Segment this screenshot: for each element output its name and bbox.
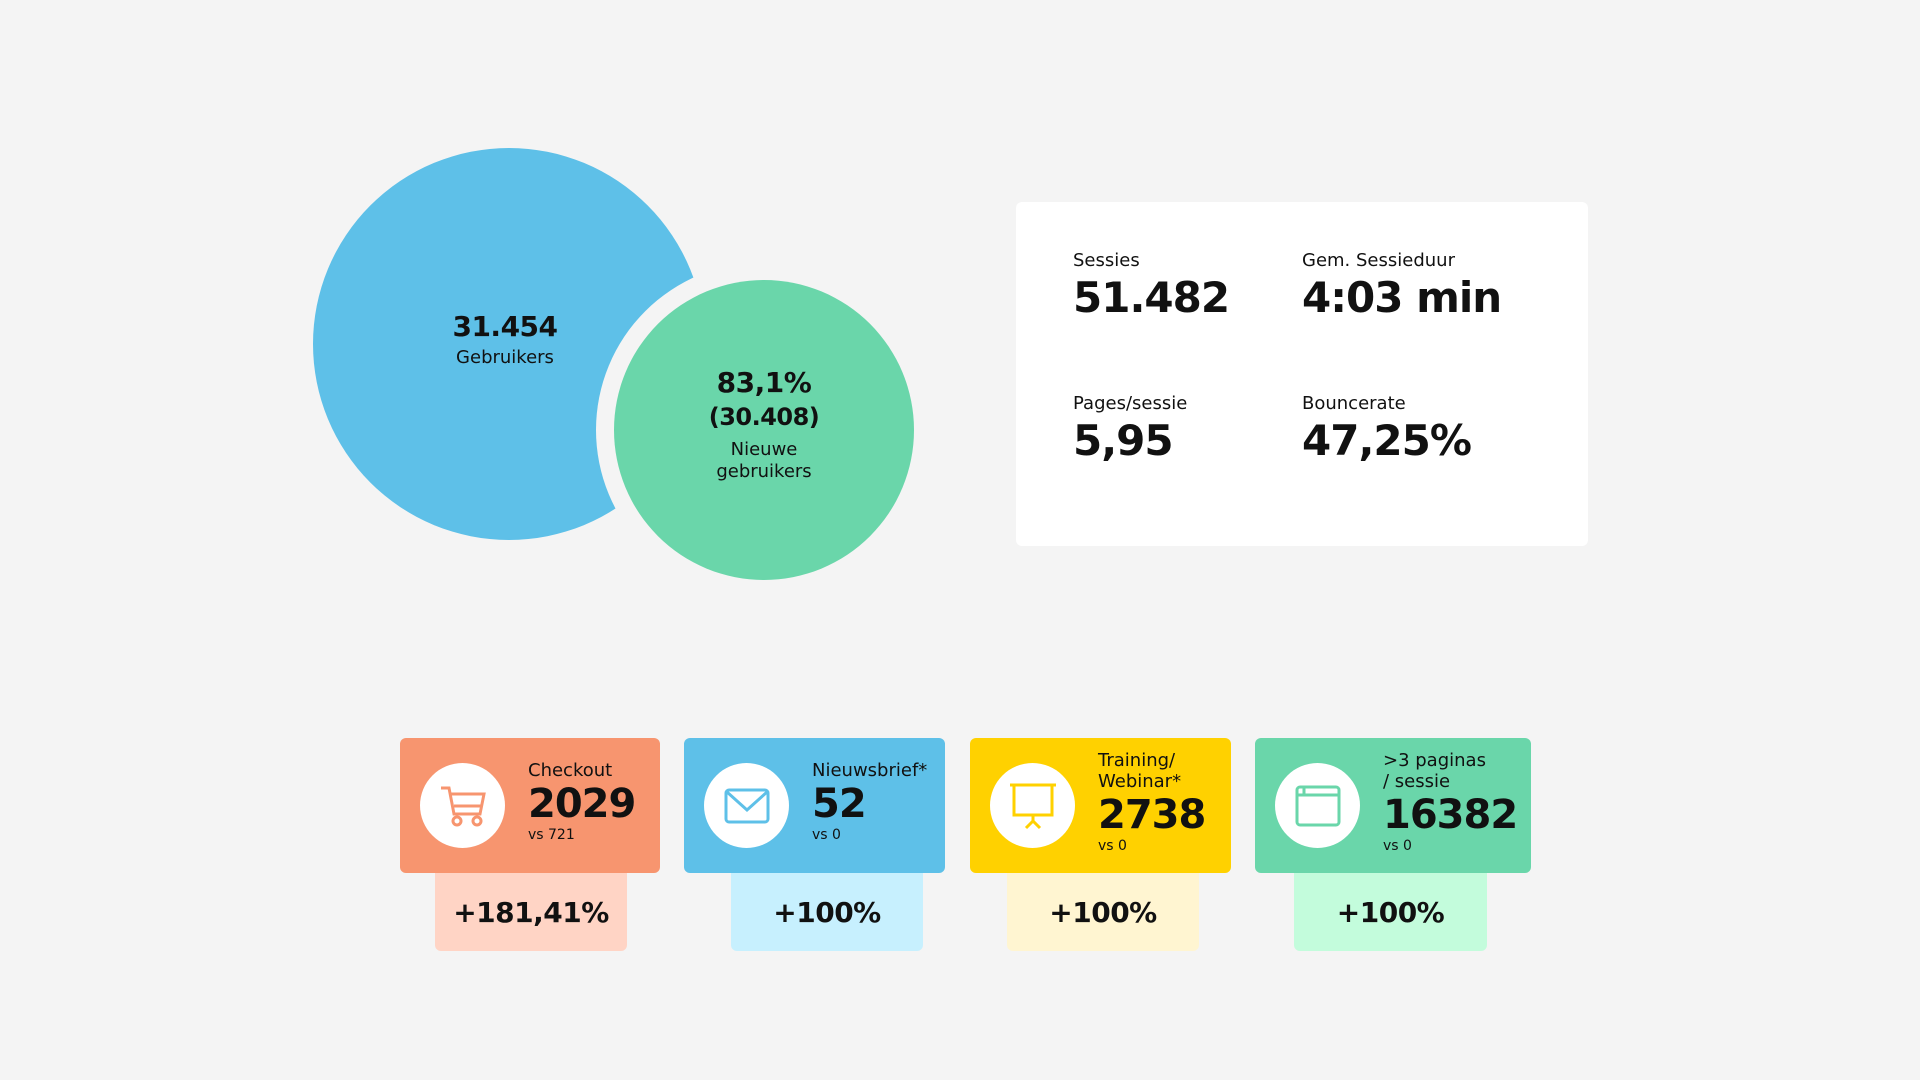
- card-title-line1: >3 paginas: [1383, 750, 1486, 771]
- stat-label: Bouncerate: [1302, 393, 1406, 414]
- users-value: 31.454: [452, 310, 558, 343]
- card-title-line1: Training/: [1098, 750, 1176, 771]
- card-title-line2: / sessie: [1383, 771, 1451, 792]
- new-users-count: (30.408): [708, 403, 820, 431]
- card-value: 52: [812, 781, 867, 827]
- new-users-metric: 83,1% (30.408) Nieuwe gebruikers: [664, 366, 864, 483]
- new-users-percent: 83,1%: [716, 366, 812, 399]
- card-title: Nieuwsbrief*: [812, 760, 928, 781]
- new-users-label-2: gebruikers: [716, 461, 812, 482]
- training-change: +100%: [1007, 873, 1199, 951]
- users-label: Gebruikers: [456, 347, 554, 368]
- card-value: 16382: [1383, 792, 1518, 838]
- stat-value: 5,95: [1073, 416, 1174, 465]
- stat-pages-per-session: Pages/sessie 5,95: [1073, 393, 1187, 465]
- checkout-card: Checkout 2029 vs 721: [400, 738, 660, 873]
- card-value: 2029: [528, 781, 636, 827]
- stat-bounce-rate: Bouncerate 47,25%: [1302, 393, 1472, 465]
- browser-window-icon: [1275, 763, 1360, 848]
- envelope-icon: [704, 763, 789, 848]
- card-value: 2738: [1098, 792, 1206, 838]
- presentation-board-icon: [990, 763, 1075, 848]
- new-users-label-1: Nieuwe: [730, 439, 798, 460]
- card-title-line2: Webinar*: [1098, 771, 1182, 792]
- card-title: Checkout: [528, 760, 613, 781]
- training-webinar-card: Training/ Webinar* 2738 vs 0: [970, 738, 1231, 873]
- checkout-change: +181,41%: [435, 873, 627, 951]
- newsletter-card: Nieuwsbrief* 52 vs 0: [684, 738, 945, 873]
- newsletter-change: +100%: [731, 873, 923, 951]
- shopping-cart-icon: [420, 763, 505, 848]
- users-metric: 31.454 Gebruikers: [400, 310, 610, 369]
- stat-label: Sessies: [1073, 250, 1140, 271]
- stat-sessions: Sessies 51.482: [1073, 250, 1230, 322]
- new-users-circle: [614, 280, 914, 580]
- stat-value: 47,25%: [1302, 416, 1472, 465]
- stats-panel: Sessies 51.482 Gem. Sessieduur 4:03 min …: [1016, 202, 1588, 546]
- pages-per-session-card: >3 paginas / sessie 16382 vs 0: [1255, 738, 1531, 873]
- stat-label: Gem. Sessieduur: [1302, 250, 1455, 271]
- card-comparison: vs 0: [1098, 838, 1127, 854]
- card-comparison: vs 0: [1383, 838, 1412, 854]
- stat-avg-session-duration: Gem. Sessieduur 4:03 min: [1302, 250, 1502, 322]
- card-comparison: vs 721: [528, 827, 575, 843]
- stat-label: Pages/sessie: [1073, 393, 1188, 414]
- card-comparison: vs 0: [812, 827, 841, 843]
- stat-value: 51.482: [1073, 273, 1230, 322]
- stat-value: 4:03 min: [1302, 273, 1502, 322]
- pages-change: +100%: [1294, 873, 1487, 951]
